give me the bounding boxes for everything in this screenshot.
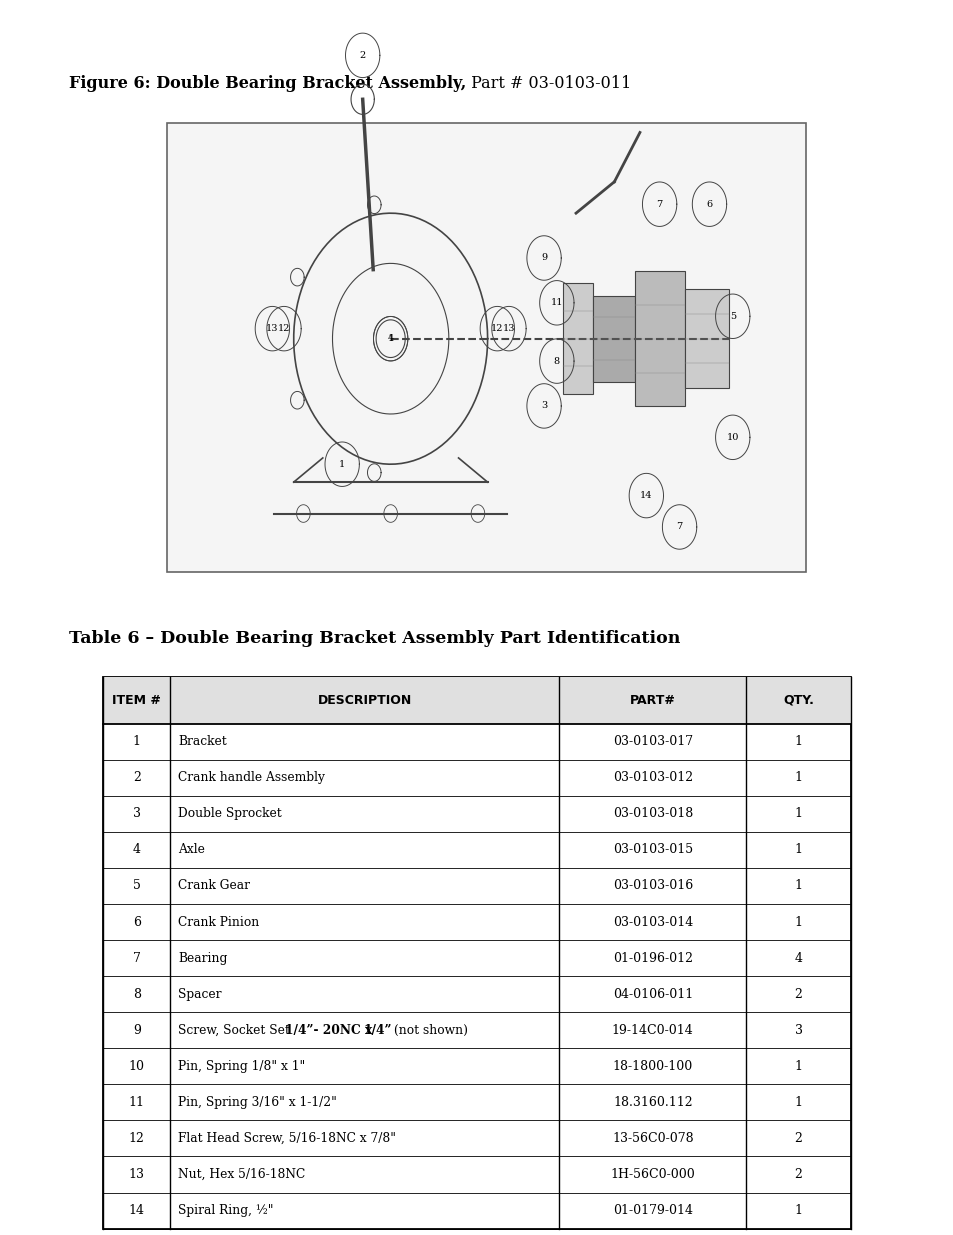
Bar (103, 677, 850, 1229)
Text: 7: 7 (676, 522, 682, 531)
Text: 12: 12 (491, 324, 503, 333)
Text: Screw, Socket Set: Screw, Socket Set (178, 1024, 297, 1036)
Text: 7: 7 (132, 952, 140, 965)
Text: 1: 1 (794, 915, 801, 929)
Text: 4: 4 (132, 844, 140, 856)
Text: Axle: Axle (178, 844, 205, 856)
Bar (634, 270, 684, 406)
Text: Nut, Hex 5/16-18NC: Nut, Hex 5/16-18NC (178, 1168, 305, 1181)
Text: 14: 14 (129, 1204, 145, 1216)
Text: Pin, Spring 3/16" x 1-1/2": Pin, Spring 3/16" x 1-1/2" (178, 1095, 336, 1109)
Text: 13: 13 (266, 324, 278, 333)
Text: 1: 1 (794, 772, 801, 784)
Text: Bearing: Bearing (178, 952, 227, 965)
Bar (593, 295, 634, 382)
Text: 10: 10 (129, 1060, 145, 1073)
Text: 19-14C0-014: 19-14C0-014 (611, 1024, 693, 1036)
Text: 6: 6 (705, 200, 712, 209)
Text: 8: 8 (132, 988, 140, 1000)
Text: 1: 1 (794, 1095, 801, 1109)
Text: 4: 4 (387, 335, 394, 343)
Text: Table 6 – Double Bearing Bracket Assembly Part Identification: Table 6 – Double Bearing Bracket Assembl… (69, 630, 679, 647)
Bar (103, 677, 850, 724)
Text: 03-0103-014: 03-0103-014 (612, 915, 692, 929)
Text: 1: 1 (338, 459, 345, 469)
Text: 03-0103-016: 03-0103-016 (612, 879, 692, 893)
Text: 1: 1 (794, 1060, 801, 1073)
Text: Part # 03-0103-011: Part # 03-0103-011 (465, 75, 631, 93)
Text: 13: 13 (502, 324, 515, 333)
Text: 12: 12 (129, 1132, 145, 1145)
Text: 11: 11 (550, 299, 562, 308)
Text: 2: 2 (794, 1132, 801, 1145)
Bar (684, 289, 729, 388)
Text: 13: 13 (129, 1168, 145, 1181)
Text: 10: 10 (726, 432, 739, 442)
Text: Figure 6: Double Bearing Bracket Assembly,: Figure 6: Double Bearing Bracket Assembl… (69, 75, 465, 93)
Text: 1H-56C0-000: 1H-56C0-000 (610, 1168, 695, 1181)
Text: 9: 9 (540, 253, 547, 263)
Bar (167, 124, 805, 572)
Text: 12: 12 (277, 324, 290, 333)
Text: 2: 2 (794, 1168, 801, 1181)
Text: 18.3160.112: 18.3160.112 (613, 1095, 692, 1109)
Text: 1: 1 (794, 879, 801, 893)
Text: 4: 4 (794, 952, 801, 965)
Text: 1: 1 (794, 844, 801, 856)
Text: 9: 9 (132, 1024, 140, 1036)
Text: 1: 1 (387, 335, 394, 343)
Text: 03-0103-015: 03-0103-015 (612, 844, 692, 856)
Text: 2: 2 (794, 988, 801, 1000)
Text: 7: 7 (656, 200, 662, 209)
Text: 3: 3 (794, 1024, 801, 1036)
Text: Double Sprocket: Double Sprocket (178, 808, 281, 820)
Text: 03-0103-012: 03-0103-012 (612, 772, 692, 784)
Text: 5: 5 (132, 879, 140, 893)
Text: 3: 3 (132, 808, 140, 820)
Text: Bracket: Bracket (178, 735, 227, 748)
Bar (562, 283, 593, 394)
Text: 2: 2 (359, 51, 365, 59)
Text: 3: 3 (540, 401, 547, 410)
Text: 18-1800-100: 18-1800-100 (612, 1060, 692, 1073)
Text: 14: 14 (639, 492, 652, 500)
Text: Flat Head Screw, 5/16-18NC x 7/8": Flat Head Screw, 5/16-18NC x 7/8" (178, 1132, 395, 1145)
Text: 1: 1 (794, 808, 801, 820)
Text: Crank handle Assembly: Crank handle Assembly (178, 772, 325, 784)
Text: 03-0103-018: 03-0103-018 (612, 808, 692, 820)
Text: 2: 2 (132, 772, 140, 784)
Text: Spacer: Spacer (178, 988, 221, 1000)
Text: 8: 8 (553, 357, 559, 366)
Text: 1: 1 (794, 735, 801, 748)
Text: 01-0179-014: 01-0179-014 (612, 1204, 692, 1216)
Text: (not shown): (not shown) (390, 1024, 467, 1036)
Text: QTY.: QTY. (782, 694, 813, 706)
Text: 1/4”: 1/4” (363, 1024, 391, 1036)
Text: PART#: PART# (629, 694, 675, 706)
Text: 6: 6 (132, 915, 140, 929)
Text: DESCRIPTION: DESCRIPTION (317, 694, 412, 706)
Text: Pin, Spring 1/8" x 1": Pin, Spring 1/8" x 1" (178, 1060, 305, 1073)
Text: 1: 1 (132, 735, 140, 748)
Text: 1/4”- 20NC x: 1/4”- 20NC x (285, 1024, 380, 1036)
Text: 1: 1 (794, 1204, 801, 1216)
Text: ITEM #: ITEM # (112, 694, 161, 706)
Text: Spiral Ring, ½": Spiral Ring, ½" (178, 1204, 274, 1216)
Text: Crank Gear: Crank Gear (178, 879, 250, 893)
Text: Crank Pinion: Crank Pinion (178, 915, 259, 929)
Text: 03-0103-017: 03-0103-017 (612, 735, 692, 748)
Text: 11: 11 (129, 1095, 145, 1109)
Text: 5: 5 (729, 311, 735, 321)
Text: 13-56C0-078: 13-56C0-078 (611, 1132, 693, 1145)
Text: 01-0196-012: 01-0196-012 (612, 952, 692, 965)
Text: 04-0106-011: 04-0106-011 (612, 988, 692, 1000)
